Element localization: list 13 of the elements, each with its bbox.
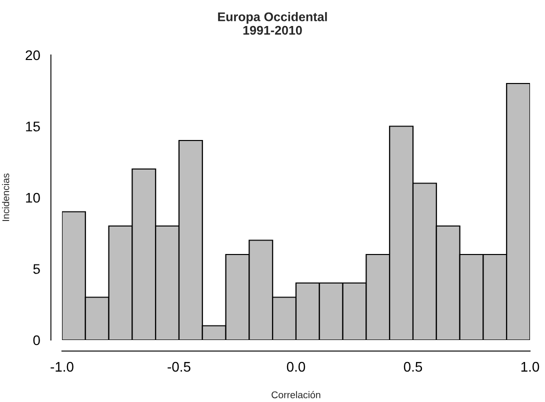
x-tick-label: 0.5 — [404, 362, 422, 372]
y-tick-label: 15 — [26, 122, 40, 132]
x-tick-label: -1.0 — [50, 362, 74, 372]
y-tick-label: 0 — [33, 335, 40, 346]
x-tick-label: 0.0 — [286, 362, 306, 372]
x-tick-label: 1.0 — [521, 362, 540, 372]
x-tick-label: -0.5 — [168, 362, 190, 372]
y-axis-title: Incidencias — [2, 174, 10, 221]
y-tick-label: 20 — [26, 50, 40, 60]
y-tick-label: 10 — [26, 192, 40, 203]
x-axis-title: Correlación — [272, 391, 320, 398]
y-tick-label: 5 — [33, 264, 40, 274]
chart-title: Europa Occidental 1991-2010 — [218, 12, 327, 35]
